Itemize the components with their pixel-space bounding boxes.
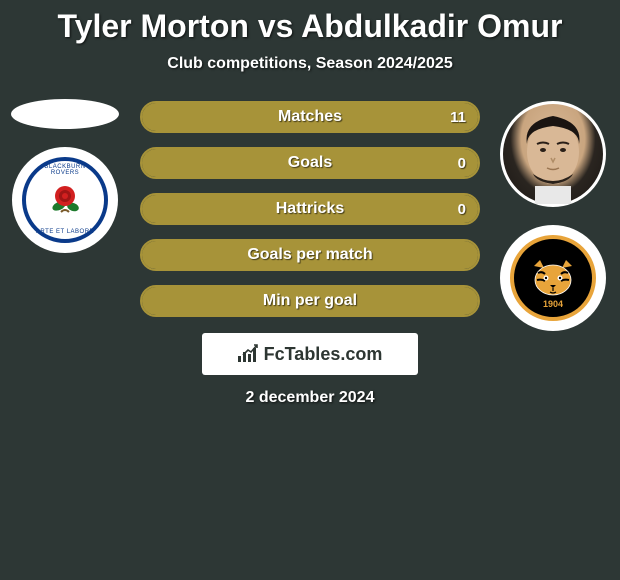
- player2-avatar: [500, 101, 606, 207]
- stat-bars: Matches 11 Goals 0 Hattricks 0 Goals per match…: [140, 101, 480, 317]
- stat-label: Matches: [278, 108, 342, 126]
- page-title: Tyler Morton vs Abdulkadir Omur: [58, 8, 563, 45]
- stat-value-p2: 0: [458, 155, 466, 172]
- badge-motto: ARTE ET LABORE: [30, 229, 100, 235]
- stat-label: Hattricks: [276, 200, 344, 218]
- stat-label: Min per goal: [263, 292, 357, 310]
- player1-club-badge: BLACKBURN ROVERS ARTE ET LABORE: [12, 147, 118, 253]
- stat-value-p2: 11: [450, 109, 466, 126]
- content-area: BLACKBURN ROVERS ARTE ET LABORE: [0, 101, 620, 317]
- badge-year: 1904: [543, 299, 563, 309]
- brand-text: FcTables.com: [264, 344, 383, 365]
- stat-row: Matches 11: [140, 101, 480, 133]
- hull-badge-icon: 1904: [510, 235, 596, 321]
- stat-label: Goals: [288, 154, 332, 172]
- player1-column: BLACKBURN ROVERS ARTE ET LABORE: [10, 101, 120, 253]
- chart-arrow-icon: [242, 343, 258, 359]
- date-label: 2 december 2024: [246, 389, 375, 407]
- rose-icon: [47, 182, 83, 218]
- tiger-icon: [528, 258, 578, 298]
- stat-row: Min per goal: [140, 285, 480, 317]
- brand-badge[interactable]: FcTables.com: [202, 333, 418, 375]
- blackburn-badge-icon: BLACKBURN ROVERS ARTE ET LABORE: [22, 157, 108, 243]
- player2-face-icon: [503, 104, 603, 204]
- comparison-card: Tyler Morton vs Abdulkadir Omur Club com…: [0, 0, 620, 407]
- player1-avatar-placeholder: [11, 99, 119, 129]
- stat-row: Goals 0: [140, 147, 480, 179]
- stat-value-p2: 0: [458, 201, 466, 218]
- stat-label: Goals per match: [247, 246, 372, 264]
- stat-row: Hattricks 0: [140, 193, 480, 225]
- stat-row: Goals per match: [140, 239, 480, 271]
- player2-column: 1904: [498, 101, 608, 331]
- badge-club-name: BLACKBURN ROVERS: [30, 164, 100, 176]
- player2-club-badge: 1904: [500, 225, 606, 331]
- subtitle: Club competitions, Season 2024/2025: [167, 55, 452, 73]
